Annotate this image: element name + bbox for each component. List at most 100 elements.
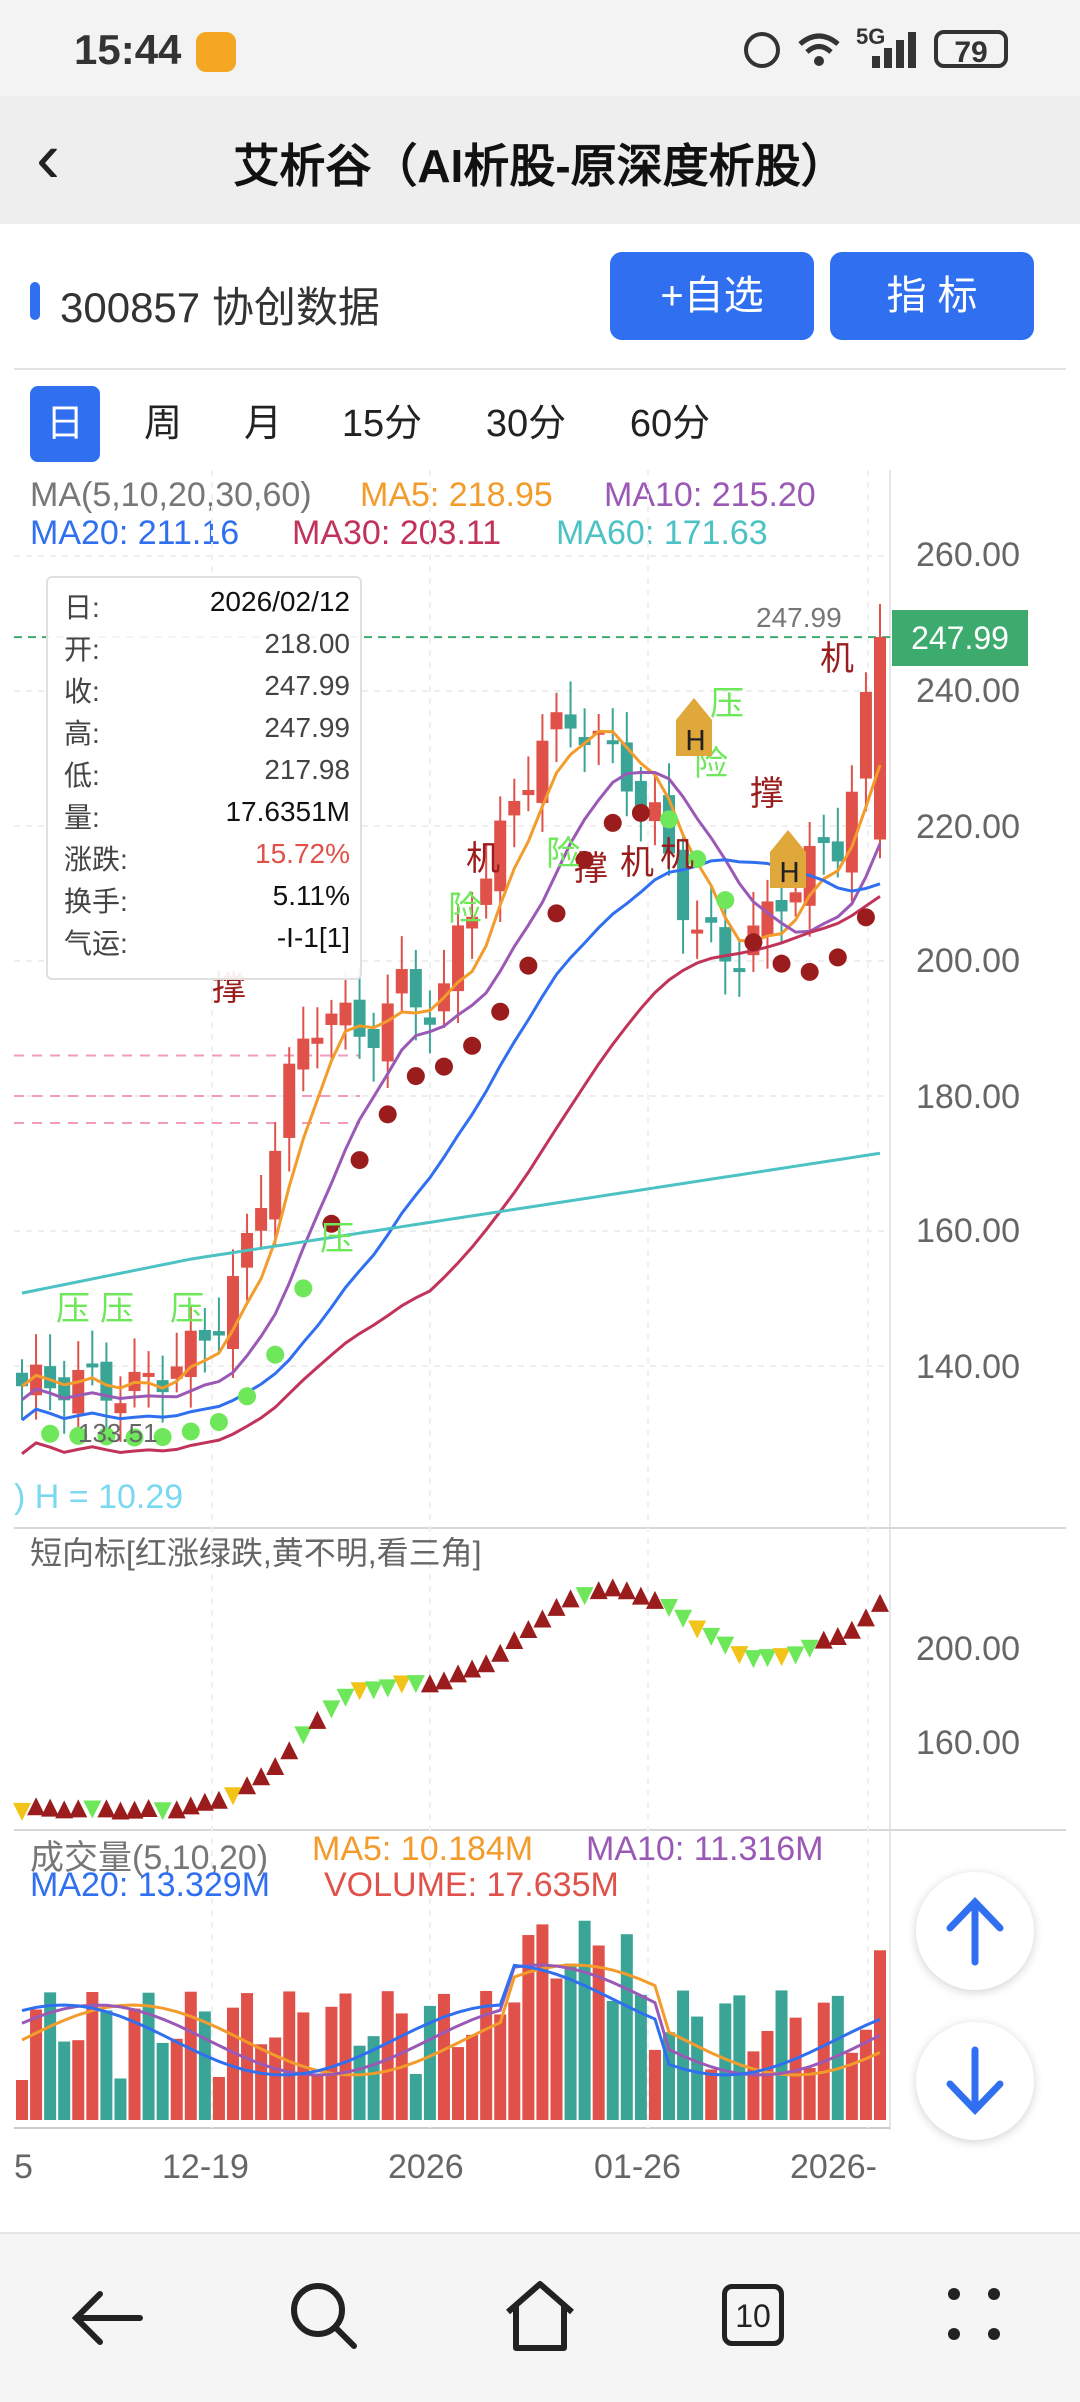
volume-bar [142, 1992, 155, 2120]
time-axis-label: 2026 [388, 2148, 464, 2186]
direction-triangle [238, 1776, 257, 1795]
browser-navbar: 10 [0, 2232, 1080, 2402]
volume-bar [114, 2078, 127, 2120]
candle-body [705, 917, 718, 923]
direction-triangle [814, 1630, 833, 1649]
direction-triangle [364, 1681, 383, 1700]
info-row-high: 高: 247.99 [64, 712, 350, 749]
candle-body [114, 1403, 127, 1414]
volume-bar [803, 2067, 816, 2120]
trend-dot [69, 1426, 88, 1445]
volume-bar [564, 1963, 577, 2120]
ma20-legend: MA20: 211.16 [30, 514, 240, 552]
volume-bar [592, 1945, 605, 2120]
candle-body [367, 1028, 380, 1049]
volume-bar [747, 2051, 760, 2120]
candle-body [353, 999, 366, 1037]
price-axis-label: 260.00 [916, 536, 1020, 574]
direction-triangle [856, 1608, 875, 1627]
ma5-legend: MA5: 218.95 [360, 476, 553, 514]
candle-body [255, 1208, 268, 1231]
direction-triangle [800, 1639, 819, 1658]
ma30-legend: MA30: 203.11 [292, 514, 502, 552]
last-price-tag: 247.99 [892, 610, 1028, 666]
time-axis-label: 2026- [790, 2148, 877, 2186]
direction-triangle [181, 1796, 200, 1815]
trend-dot [238, 1387, 257, 1406]
tab-month[interactable]: 月 [243, 403, 282, 445]
more-icon[interactable] [944, 2284, 1004, 2344]
trend-dot [97, 1427, 116, 1446]
direction-triangle [674, 1609, 693, 1628]
candle-body [381, 1003, 394, 1062]
indicator-axis-label: 200.00 [916, 1630, 1020, 1668]
tabs-count-button[interactable]: 10 [722, 2284, 784, 2346]
tab-day[interactable]: 日 [30, 386, 100, 462]
back-icon[interactable]: ‹ [36, 118, 60, 198]
direction-triangle [561, 1589, 580, 1608]
tab-60min[interactable]: 60分 [629, 403, 711, 445]
page-title: 艾析谷（AI析股-原深度析股） [233, 140, 847, 192]
scroll-up-button[interactable] [916, 1872, 1034, 1990]
tab-week[interactable]: 周 [143, 403, 182, 445]
trend-dot [800, 962, 819, 981]
time-axis-label: 01-26 [594, 2148, 681, 2186]
candle-body [269, 1150, 282, 1220]
candle-body [719, 927, 732, 962]
direction-triangle [350, 1682, 369, 1701]
direction-triangle [280, 1741, 299, 1760]
volume-bar [381, 1991, 394, 2120]
volume-bar [480, 1990, 493, 2120]
candle-body [733, 968, 746, 973]
direction-triangle [617, 1581, 636, 1600]
high-marker: 247.99 [756, 602, 842, 633]
candle-body [156, 1380, 169, 1393]
indicator-button[interactable]: 指 标 [830, 252, 1034, 340]
direction-triangle [631, 1586, 650, 1605]
direction-triangle [308, 1710, 327, 1729]
trend-dot [322, 1214, 341, 1233]
h-badge-label: H [779, 856, 800, 889]
trend-dot [406, 1067, 425, 1086]
ma10-line [21, 770, 882, 1401]
info-row-volume: 量: 17.6351M [64, 796, 350, 833]
direction-triangle [645, 1590, 664, 1609]
direction-triangle [730, 1646, 749, 1665]
candle-body [297, 1038, 310, 1070]
chart-signal-risk: 险 [546, 834, 580, 874]
tab-30min[interactable]: 30分 [485, 403, 567, 445]
direction-triangle [336, 1688, 355, 1707]
tab-15min[interactable]: 15分 [341, 403, 423, 445]
candle-body [339, 1002, 352, 1026]
trend-dot [744, 933, 763, 952]
kline-chart[interactable]: 压压压压压机机机机撑撑撑险险险HH [0, 470, 1080, 2200]
chart-signal-chance: 机 [820, 639, 854, 679]
scroll-down-button[interactable] [916, 2022, 1034, 2140]
direction-triangle [223, 1787, 242, 1806]
volume-bar [86, 1992, 99, 2120]
chart-signal-chance: 机 [660, 835, 694, 875]
volume-bar [72, 2040, 85, 2120]
direction-triangle [294, 1726, 313, 1745]
direction-triangle [505, 1630, 524, 1649]
chart-signal-pressure: 压 [320, 1219, 354, 1259]
volume-bar [508, 2002, 521, 2120]
trend-dot [631, 803, 650, 822]
price-axis-label: 140.00 [916, 1348, 1020, 1386]
direction-triangle [13, 1802, 31, 1821]
direction-triangle [97, 1799, 116, 1818]
short-indicator-title: 短向标[红涨绿跌,黄不明,看三角] [30, 1535, 482, 1571]
candle-body [761, 901, 774, 937]
volume-bar [367, 2036, 380, 2120]
stock-accent-bar [30, 282, 40, 320]
add-watchlist-button[interactable]: +自选 [610, 252, 814, 340]
volume-bar [452, 2047, 465, 2120]
candle-body [578, 737, 591, 746]
info-row-close: 收: 247.99 [64, 670, 350, 707]
home-icon[interactable] [500, 2276, 580, 2356]
back-arrow-icon[interactable] [68, 2282, 148, 2354]
chart-signal-risk: 险 [448, 889, 482, 929]
search-icon[interactable] [286, 2278, 362, 2358]
volume-bar [30, 2009, 43, 2120]
status-bar: 15:44 5G 79 [0, 0, 1080, 96]
